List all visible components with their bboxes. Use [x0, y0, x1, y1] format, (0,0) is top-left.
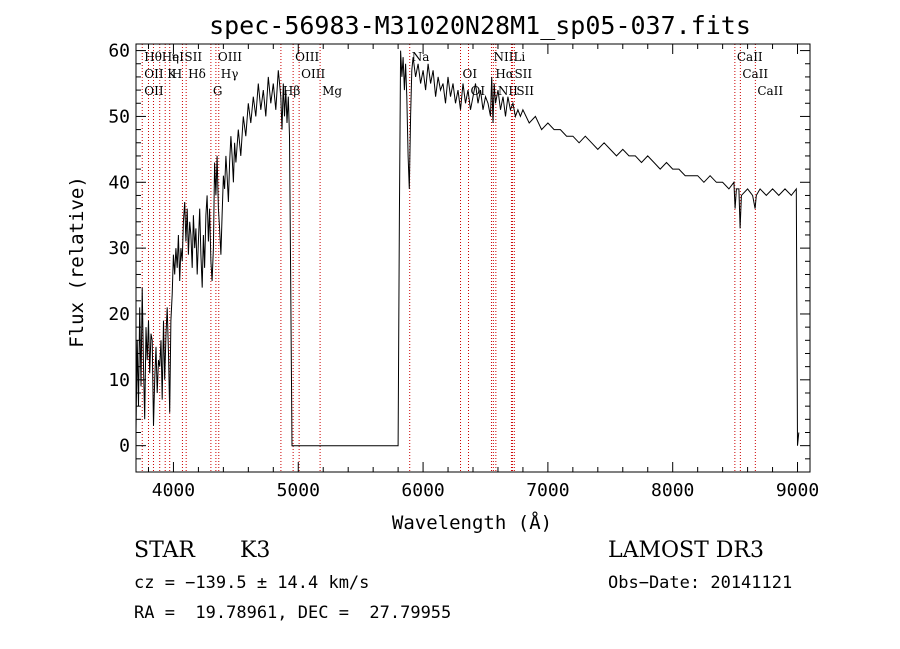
- x-axis-label: Wavelength (Å): [392, 511, 552, 534]
- y-axis-label: Flux (relative): [66, 176, 88, 348]
- x-tick-label: 6000: [401, 480, 444, 501]
- reference-line-label: CaII: [742, 67, 768, 81]
- x-tick-label: 7000: [526, 480, 569, 501]
- reference-line-label: Li: [513, 50, 525, 64]
- reference-line-label: CaII: [757, 84, 783, 98]
- reference-line-label: NII: [493, 50, 513, 64]
- reference-line-label: OIII: [301, 67, 325, 81]
- axis-ticks: [136, 44, 810, 472]
- y-tick-label: 10: [108, 370, 130, 391]
- reference-line-label: HeI: [162, 50, 185, 64]
- sky-coordinates: RA = 19.78961, DEC = 27.79955: [134, 603, 452, 623]
- reference-lines: [141, 44, 756, 472]
- reference-line-label: OIII: [218, 50, 242, 64]
- reference-line-label: Na: [412, 50, 430, 64]
- y-tick-label: 50: [108, 106, 130, 127]
- observation-date: Obs−Date: 20141121: [608, 573, 793, 593]
- reference-line-label: SII: [516, 84, 534, 98]
- redshift-velocity: cz = −139.5 ± 14.4 km/s: [134, 573, 370, 593]
- reference-line-label: Mg: [322, 84, 342, 98]
- y-tick-label: 30: [108, 238, 130, 259]
- reference-line-label: Hγ: [221, 67, 239, 81]
- reference-line-label: Hβ: [283, 84, 300, 98]
- reference-line-label: NII: [498, 84, 518, 98]
- reference-line-label: OI: [471, 84, 486, 98]
- x-tick-label: 9000: [776, 480, 819, 501]
- reference-line-label: K: [167, 67, 177, 81]
- reference-line-labels: HθOIIOIIHeIKηHSIIHδGOIIIHγHβOIIIOIIIMgNa…: [144, 50, 783, 98]
- x-tick-label: 8000: [651, 480, 694, 501]
- reference-line-label: SII: [514, 67, 532, 81]
- object-class: STAR: [134, 538, 195, 563]
- reference-line-label: SII: [184, 50, 202, 64]
- reference-line-label: Hδ: [188, 67, 206, 81]
- reference-line-label: OII: [144, 84, 164, 98]
- y-tick-label: 40: [108, 172, 130, 193]
- object-subclass: K3: [240, 538, 271, 563]
- reference-line-label: H: [172, 67, 182, 81]
- axis-tick-labels: 4000 5000 6000 7000 8000 9000 0 10 20 30 40 50 60: [108, 41, 819, 501]
- y-tick-label: 60: [108, 41, 130, 62]
- reference-line-label: Hα: [495, 67, 514, 81]
- survey-name: LAMOST DR3: [608, 538, 764, 563]
- chart-title: spec-56983-M31020N28M1_sp05-037.fits: [209, 11, 751, 40]
- y-tick-label: 0: [119, 436, 130, 457]
- reference-line-label: CaII: [737, 50, 763, 64]
- x-tick-label: 5000: [277, 480, 320, 501]
- spectrum-line: [135, 50, 800, 447]
- reference-line-label: G: [213, 84, 223, 98]
- y-tick-label: 20: [108, 304, 130, 325]
- reference-line-label: OII: [144, 67, 164, 81]
- reference-line-label: Hθ: [144, 50, 162, 64]
- reference-line-label: OIII: [295, 50, 319, 64]
- plot-frame: [135, 43, 811, 473]
- reference-line-label: OI: [463, 67, 478, 81]
- reference-line-label: η: [172, 50, 179, 64]
- x-tick-label: 4000: [152, 480, 195, 501]
